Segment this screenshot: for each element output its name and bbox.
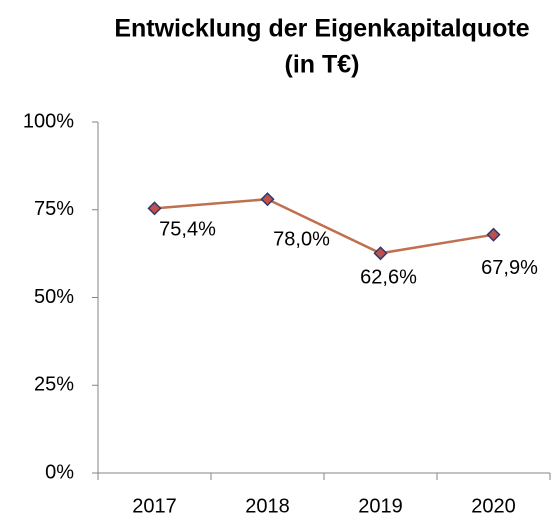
data-label: 62,6% [360, 267, 417, 289]
x-tick-label: 2019 [358, 495, 403, 517]
y-tick-label: 75% [34, 198, 74, 220]
y-tick-label: 25% [34, 374, 74, 396]
chart-title: Entwicklung der Eigenkapitalquote [114, 15, 529, 43]
marker [373, 246, 388, 261]
y-tick-label: 100% [23, 110, 74, 132]
data-label: 75,4% [159, 219, 216, 241]
chart-title: (in T€) [285, 51, 360, 79]
x-tick-label: 2018 [245, 495, 290, 517]
y-tick-label: 50% [34, 286, 74, 308]
marker [147, 201, 162, 216]
marker [260, 192, 275, 207]
x-tick-label: 2020 [471, 495, 516, 517]
y-tick-label: 0% [45, 461, 74, 483]
marker [486, 227, 501, 242]
x-tick-label: 2017 [132, 495, 177, 517]
data-label: 78,0% [273, 229, 330, 251]
line [154, 197, 494, 255]
data-label: 67,9% [481, 257, 538, 279]
